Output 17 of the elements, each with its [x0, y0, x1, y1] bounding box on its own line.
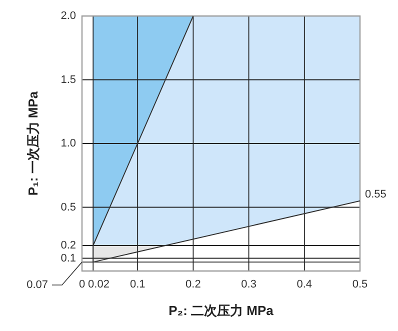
y-tick-label: 2.0 — [60, 10, 76, 22]
x-tick-label: 0.4 — [296, 278, 312, 291]
y-tick-label: 1.5 — [60, 74, 76, 86]
y-tick-label: 0.1 — [60, 252, 76, 264]
y-tick-label: 1.0 — [60, 138, 76, 150]
y-tick-label: 0.5 — [60, 201, 76, 214]
x-tick-label: 0.5 — [352, 278, 368, 291]
y-axis-title: P₁: 一次压力 MPa — [25, 90, 40, 196]
x-tick-label: 0.2 — [186, 278, 201, 291]
x-tick-label: 0.1 — [130, 278, 146, 291]
x-axis-title: P₂: 二次压力 MPa — [168, 302, 274, 318]
text: 0.07 — [26, 279, 48, 292]
annotation: 0.55 — [365, 188, 386, 200]
x-tick-label: 0.02 — [88, 278, 110, 291]
x-tick-label: 0.3 — [241, 278, 256, 291]
x-tick-label: 0 — [78, 278, 86, 291]
y-tick-label: 0.2 — [60, 240, 76, 252]
